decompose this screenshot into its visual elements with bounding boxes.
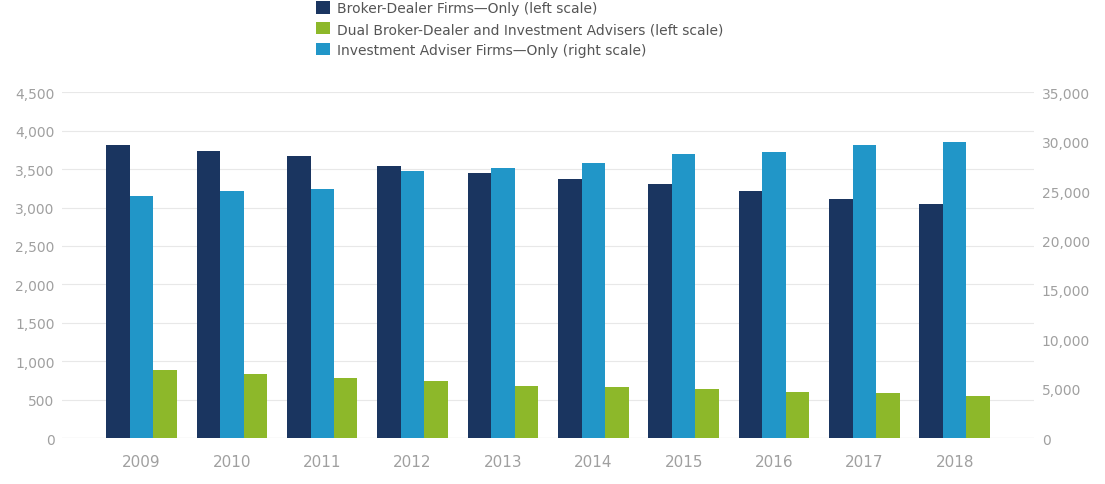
Bar bbox=[129, 197, 154, 438]
Bar bbox=[197, 151, 220, 438]
Bar bbox=[853, 145, 876, 438]
Bar bbox=[154, 371, 177, 438]
Bar bbox=[311, 190, 334, 438]
Bar bbox=[401, 172, 424, 438]
Bar bbox=[311, 378, 334, 438]
Bar bbox=[220, 375, 243, 438]
Bar bbox=[786, 392, 809, 438]
Legend: Broker-Dealer Firms—Only (left scale), Dual Broker-Dealer and Investment Adviser: Broker-Dealer Firms—Only (left scale), D… bbox=[316, 2, 724, 58]
Bar bbox=[197, 151, 220, 438]
Bar bbox=[220, 192, 243, 438]
Bar bbox=[424, 381, 448, 438]
Bar bbox=[515, 386, 538, 438]
Bar bbox=[919, 205, 943, 438]
Bar bbox=[334, 378, 358, 438]
Bar bbox=[876, 393, 899, 438]
Bar bbox=[762, 392, 786, 438]
Bar bbox=[378, 166, 401, 438]
Bar bbox=[829, 199, 853, 438]
Bar bbox=[672, 390, 695, 438]
Bar bbox=[492, 386, 515, 438]
Bar bbox=[129, 371, 154, 438]
Bar bbox=[606, 387, 629, 438]
Bar bbox=[581, 164, 606, 438]
Bar bbox=[762, 152, 786, 438]
Bar bbox=[467, 174, 492, 438]
Bar bbox=[649, 185, 672, 438]
Bar bbox=[243, 375, 267, 438]
Bar bbox=[106, 145, 129, 438]
Bar bbox=[581, 387, 606, 438]
Bar bbox=[829, 199, 853, 438]
Bar bbox=[739, 191, 762, 438]
Bar bbox=[558, 180, 581, 438]
Bar bbox=[287, 157, 311, 438]
Bar bbox=[401, 381, 424, 438]
Bar bbox=[739, 191, 762, 438]
Bar bbox=[919, 205, 943, 438]
Bar bbox=[672, 155, 695, 438]
Bar bbox=[853, 393, 876, 438]
Bar bbox=[558, 180, 581, 438]
Bar bbox=[492, 169, 515, 438]
Bar bbox=[287, 157, 311, 438]
Bar bbox=[378, 166, 401, 438]
Bar bbox=[106, 145, 129, 438]
Bar bbox=[943, 142, 967, 438]
Bar bbox=[649, 185, 672, 438]
Bar bbox=[467, 174, 492, 438]
Bar bbox=[695, 390, 719, 438]
Bar bbox=[943, 396, 967, 438]
Bar bbox=[967, 396, 990, 438]
